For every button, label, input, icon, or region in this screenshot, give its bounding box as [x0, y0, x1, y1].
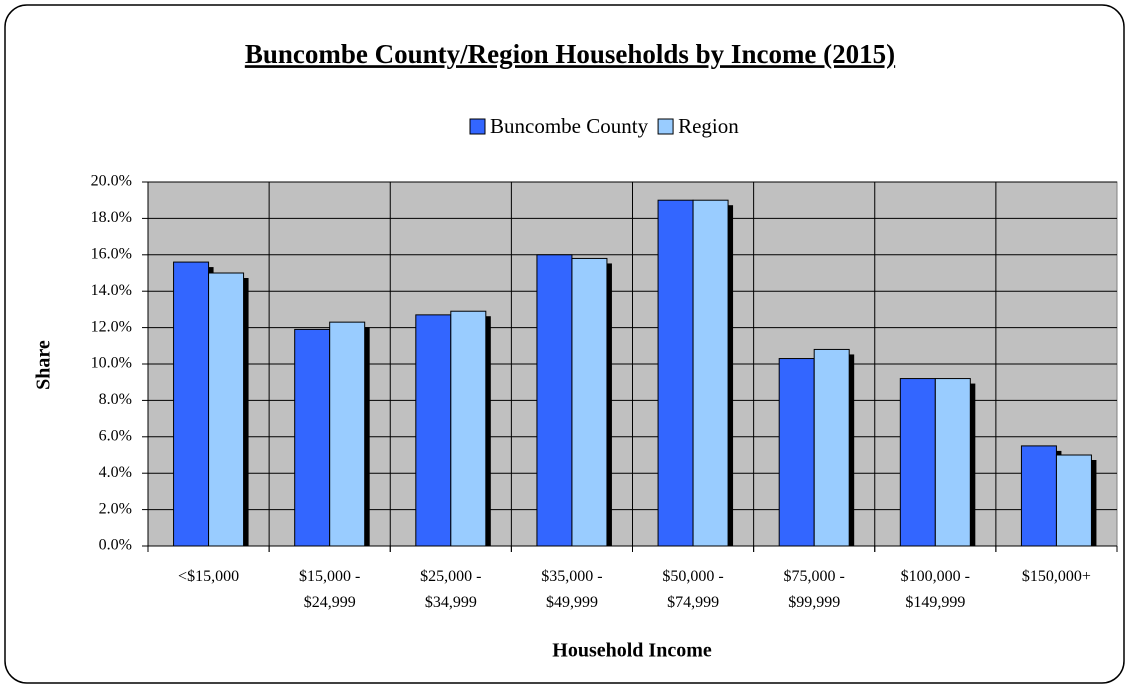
bar: [899, 378, 936, 547]
y-tick-label: 20.0%: [91, 173, 132, 190]
y-axis-label: Share: [33, 340, 55, 390]
bar: [450, 310, 487, 547]
chart-title: Buncombe County/Region Households by Inc…: [245, 39, 895, 69]
x-tick-label: $25,000 - $34,999: [420, 568, 482, 611]
bar: [1020, 445, 1057, 547]
legend-label: Buncombe County: [490, 114, 649, 138]
x-tick-label: $75,000 - $99,999: [783, 568, 845, 611]
x-tick-label: $100,000 - $149,999: [900, 568, 970, 611]
bar: [329, 321, 366, 547]
legend-swatch: [469, 118, 486, 135]
y-tick-label: 14.0%: [91, 282, 132, 299]
x-tick-label: $50,000 - $74,999: [662, 568, 724, 611]
y-tick-label: 10.0%: [91, 355, 132, 372]
bar: [778, 358, 815, 547]
bar: [208, 272, 245, 547]
bar: [536, 254, 573, 547]
legend-swatch: [657, 118, 674, 135]
y-tick-label: 18.0%: [91, 209, 132, 226]
bar: [934, 378, 971, 547]
y-tick-label: 16.0%: [91, 245, 132, 262]
y-tick-label: 6.0%: [99, 427, 132, 444]
x-tick-label: $35,000 - $49,999: [541, 568, 603, 611]
bar: [657, 199, 694, 547]
legend-label: Region: [678, 114, 739, 138]
bar: [173, 261, 210, 547]
x-tick-label: <$15,000: [178, 568, 240, 585]
bar: [415, 314, 452, 547]
bar: [1055, 454, 1092, 547]
bar: [692, 199, 729, 547]
bar: [813, 348, 850, 547]
y-tick-label: 4.0%: [99, 464, 132, 481]
y-tick-label: 8.0%: [99, 391, 132, 408]
x-axis-label: Household Income: [552, 640, 712, 662]
x-tick-label: $15,000 - $24,999: [299, 568, 361, 611]
y-tick-label: 2.0%: [99, 500, 132, 517]
bar: [571, 257, 608, 547]
x-tick-label: $150,000+: [1021, 568, 1091, 585]
y-tick-label: 0.0%: [99, 537, 132, 554]
bar: [294, 328, 331, 547]
y-tick-label: 12.0%: [91, 318, 132, 335]
